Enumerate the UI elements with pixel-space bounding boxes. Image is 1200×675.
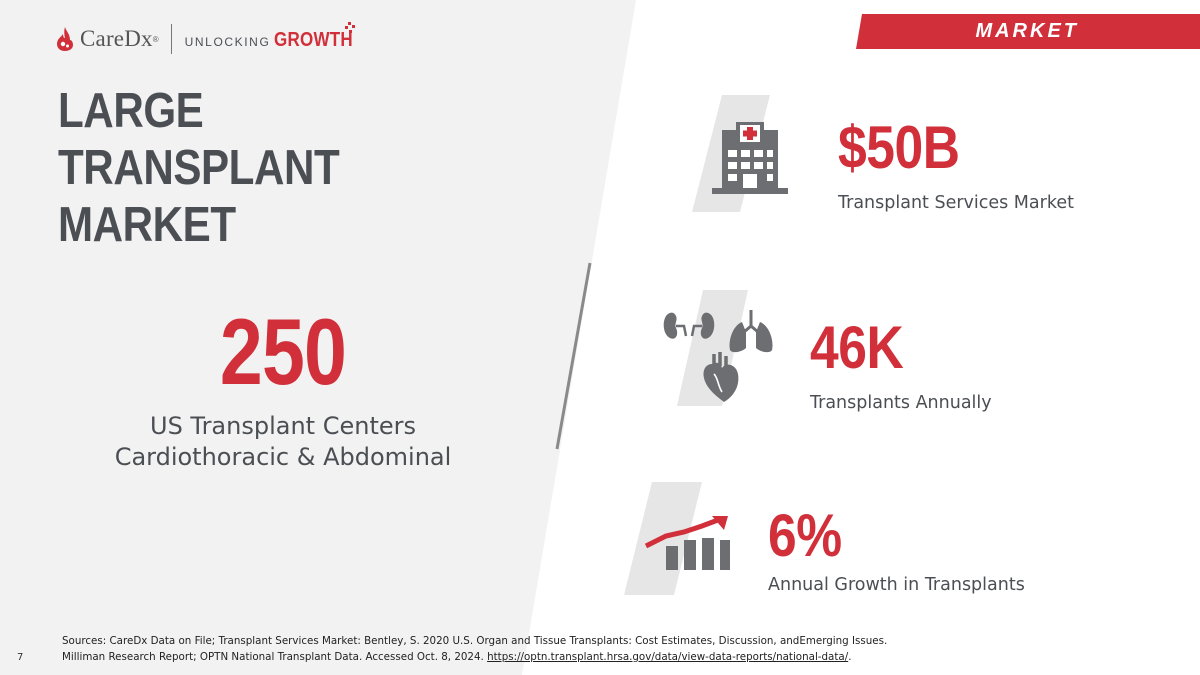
logo-wordmark: CareDx — [80, 26, 153, 51]
page-title: LARGE TRANSPLANT MARKET — [58, 83, 471, 254]
sources-line-2-end: . — [848, 651, 852, 663]
caredx-flame-icon — [57, 27, 73, 51]
hospital-icon — [712, 122, 788, 194]
title-line-2: MARKET — [58, 198, 236, 252]
centers-desc-line-2: Cardiothoracic & Abdominal — [114, 443, 452, 471]
stat-label-transplants: Transplants Annually — [810, 393, 992, 413]
sources-line-1: Sources: CareDx Data on File; Transplant… — [62, 635, 888, 647]
sources-line-2: Milliman Research Report; OPTN National … — [62, 649, 887, 665]
logo-registered: ® — [152, 34, 159, 44]
tagline-prefix: UNLOCKING — [184, 34, 271, 49]
logo-divider — [170, 24, 172, 54]
tagline-highlight: GROWTH — [274, 28, 354, 51]
stat-label-market: Transplant Services Market — [838, 193, 1074, 213]
sources-link[interactable]: https://optn.transplant.hrsa.gov/data/vi… — [487, 651, 849, 663]
section-tab: MARKET — [856, 14, 1200, 49]
centers-count: 250 — [219, 299, 347, 404]
centers-desc-line-1: US Transplant Centers — [150, 412, 416, 440]
sources-line-2-text: Milliman Research Report; OPTN National … — [62, 651, 488, 663]
stat-value-growth: 6% — [768, 502, 842, 569]
stat-value-transplants: 46K — [810, 314, 904, 381]
tagline: UNLOCKING GROWTH — [185, 27, 368, 52]
title-line-1: LARGE TRANSPLANT — [58, 84, 340, 195]
caredx-logo: CareDx ® UNLOCKING GROWTH — [56, 24, 367, 54]
stat-label-growth: Annual Growth in Transplants — [768, 575, 1025, 595]
sources-footnote: Sources: CareDx Data on File; Transplant… — [62, 633, 887, 665]
page-number: 7 — [17, 652, 24, 663]
stat-value-market: $50B — [838, 114, 960, 181]
growth-chart-icon — [644, 516, 730, 570]
centers-description: US Transplant Centers Cardiothoracic & A… — [90, 411, 476, 473]
section-label: MARKET — [975, 20, 1079, 42]
organs-icon — [663, 310, 773, 402]
pixel-dots-icon — [345, 22, 355, 33]
